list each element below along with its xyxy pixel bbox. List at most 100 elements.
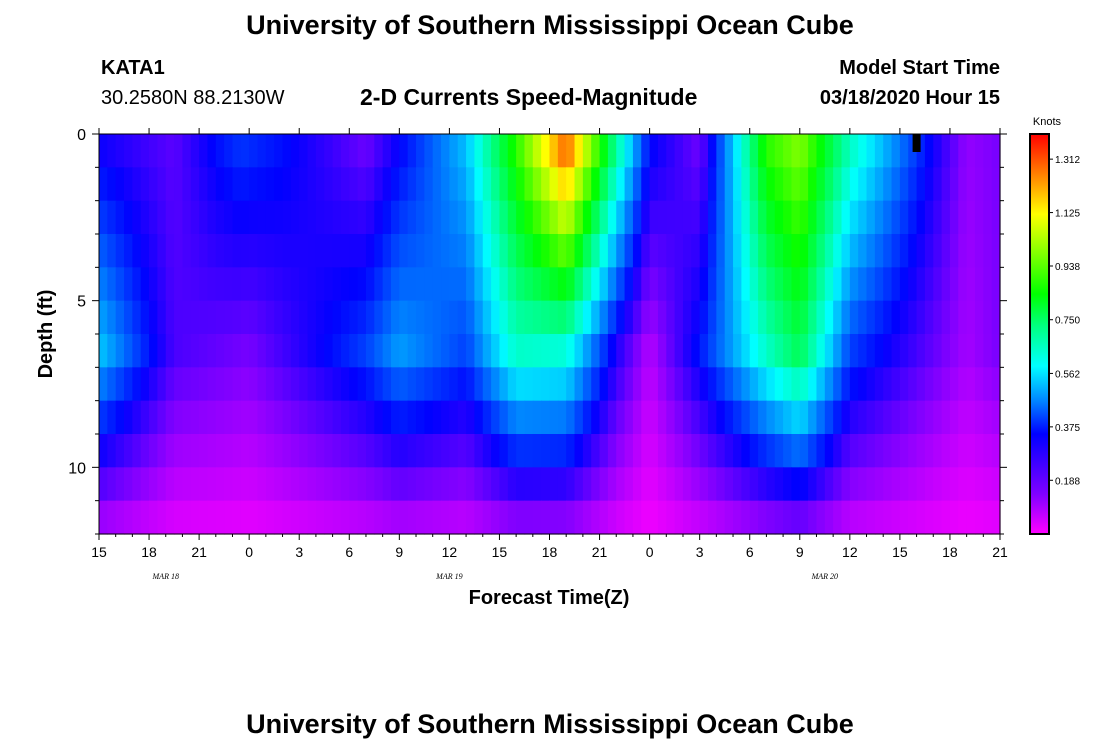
heatmap-cell bbox=[682, 167, 692, 202]
heatmap-cell bbox=[974, 234, 984, 268]
heatmap-cell bbox=[207, 467, 217, 502]
heatmap-cell bbox=[674, 134, 684, 168]
heatmap-cell bbox=[466, 267, 476, 302]
heatmap-cell bbox=[791, 434, 801, 468]
heatmap-cell bbox=[140, 300, 150, 335]
heatmap-cell bbox=[224, 134, 234, 168]
heatmap-cell bbox=[290, 500, 300, 535]
heatmap-cell bbox=[215, 500, 225, 535]
heatmap-cell bbox=[165, 267, 175, 302]
heatmap-cell bbox=[207, 500, 217, 535]
heatmap-cell bbox=[666, 434, 676, 468]
heatmap-cell bbox=[766, 167, 776, 202]
heatmap-cell bbox=[724, 434, 734, 468]
heatmap-cell bbox=[724, 167, 734, 202]
heatmap-cell bbox=[132, 500, 142, 535]
heatmap-cell bbox=[357, 234, 367, 268]
heatmap-cell bbox=[424, 334, 434, 368]
heatmap-cell bbox=[390, 234, 400, 268]
heatmap-cell bbox=[132, 167, 142, 202]
heatmap-cell bbox=[265, 367, 275, 402]
heatmap-cell bbox=[416, 234, 425, 268]
heatmap-cell bbox=[691, 300, 701, 335]
heatmap-cell bbox=[441, 400, 450, 435]
heatmap-cell bbox=[224, 267, 234, 302]
heatmap-cell bbox=[682, 200, 692, 235]
x-tick-label: 9 bbox=[796, 544, 804, 560]
heatmap-cell bbox=[157, 200, 167, 235]
heatmap-cell bbox=[466, 300, 476, 335]
heatmap-cell bbox=[199, 434, 209, 468]
heatmap-cell bbox=[424, 267, 434, 302]
heatmap-cell bbox=[249, 134, 259, 168]
heatmap-cell bbox=[941, 234, 951, 268]
heatmap-cell bbox=[390, 367, 400, 402]
heatmap-cell bbox=[724, 367, 734, 402]
heatmap-cell bbox=[315, 334, 325, 368]
heatmap-cell bbox=[532, 300, 542, 335]
heatmap-cell bbox=[674, 200, 684, 235]
heatmap-cell bbox=[149, 367, 158, 402]
heatmap-cell bbox=[157, 467, 167, 502]
heatmap-cell bbox=[908, 500, 918, 535]
heatmap-cell bbox=[733, 467, 742, 502]
heatmap-cell bbox=[716, 434, 726, 468]
heatmap-cell bbox=[966, 234, 976, 268]
heatmap-cell bbox=[374, 500, 384, 535]
heatmap-cell bbox=[874, 400, 884, 435]
heatmap-cell bbox=[833, 434, 843, 468]
heatmap-cell bbox=[157, 234, 167, 268]
heatmap-cell bbox=[149, 300, 158, 335]
heatmap-cell bbox=[407, 434, 417, 468]
heatmap-cell bbox=[708, 367, 717, 402]
heatmap-cell bbox=[891, 434, 901, 468]
heatmap-cell bbox=[299, 467, 309, 502]
heatmap-cell bbox=[808, 334, 818, 368]
heatmap-cell bbox=[407, 234, 417, 268]
heatmap-cell bbox=[624, 234, 634, 268]
heatmap-cell bbox=[290, 434, 300, 468]
heatmap-cell bbox=[741, 267, 751, 302]
heatmap-cell bbox=[866, 167, 876, 202]
heatmap-cell bbox=[833, 367, 843, 402]
heatmap-cell bbox=[699, 167, 709, 202]
heatmap-cell bbox=[774, 467, 784, 502]
heatmap-cell bbox=[758, 300, 767, 335]
heatmap-cell bbox=[874, 134, 884, 168]
heatmap-cell bbox=[315, 167, 325, 202]
heatmap-cell bbox=[607, 200, 617, 235]
heatmap-cell bbox=[174, 400, 184, 435]
heatmap-cell bbox=[616, 334, 626, 368]
x-tick-label: 18 bbox=[942, 544, 958, 560]
heatmap-cell bbox=[874, 500, 884, 535]
heatmap-cell bbox=[557, 300, 567, 335]
heatmap-cell bbox=[315, 267, 325, 302]
heatmap-cell bbox=[808, 400, 818, 435]
heatmap-cell bbox=[599, 334, 609, 368]
heatmap-cell bbox=[466, 200, 476, 235]
heatmap-cell bbox=[407, 167, 417, 202]
heatmap-cell bbox=[466, 400, 476, 435]
heatmap-cell bbox=[282, 134, 292, 168]
heatmap-cell bbox=[624, 334, 634, 368]
heatmap-cell bbox=[499, 200, 509, 235]
heatmap-cell bbox=[432, 300, 442, 335]
heatmap-cell bbox=[824, 267, 834, 302]
heatmap-cell bbox=[624, 167, 634, 202]
heatmap-cell bbox=[265, 200, 275, 235]
heatmap-cell bbox=[424, 434, 434, 468]
heatmap-cell bbox=[265, 167, 275, 202]
heatmap-cell bbox=[115, 200, 125, 235]
heatmap-cell bbox=[174, 300, 184, 335]
heatmap-cell bbox=[674, 467, 684, 502]
heatmap-cell bbox=[966, 300, 976, 335]
heatmap-cell bbox=[457, 134, 467, 168]
heatmap-cell bbox=[190, 500, 200, 535]
heatmap-cell bbox=[441, 167, 450, 202]
heatmap-cell bbox=[424, 367, 434, 402]
heatmap-cell bbox=[866, 134, 876, 168]
heatmap-cell bbox=[482, 467, 492, 502]
heatmap-cell bbox=[649, 334, 659, 368]
heatmap-cell bbox=[791, 134, 801, 168]
heatmap-cell bbox=[733, 234, 742, 268]
